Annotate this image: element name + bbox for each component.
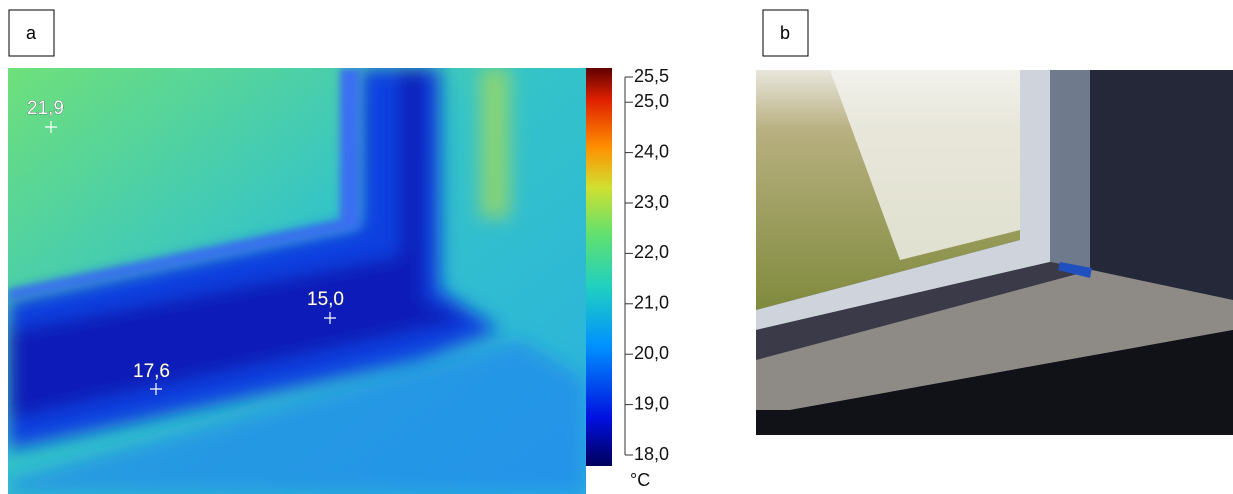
tick-label: 22,0 <box>634 242 669 262</box>
spot-temperature: 17,6 <box>133 361 170 382</box>
tick-label: 20,0 <box>634 343 669 363</box>
panel-label-box <box>8 9 55 57</box>
tick-label: 18,0 <box>634 444 669 464</box>
tick-label: 25,0 <box>634 91 669 111</box>
tick-label: 19,0 <box>634 393 669 413</box>
tick-label: 21,0 <box>634 293 669 313</box>
tick-label: 25,5 <box>634 66 669 86</box>
spot-temperature: 21,9 <box>27 98 64 119</box>
tick-label: 23,0 <box>634 192 669 212</box>
photo <box>756 70 1233 435</box>
spot-temperature: 15,0 <box>307 289 344 310</box>
spot-markers <box>45 121 336 395</box>
colorbar-unit: °C <box>630 470 650 490</box>
tick-label: 24,0 <box>634 141 669 161</box>
thermal-image <box>8 68 586 494</box>
panel-label: a <box>26 23 37 43</box>
colorbar <box>586 68 612 466</box>
panel-label: b <box>780 23 790 43</box>
panel-label-box <box>762 9 809 57</box>
